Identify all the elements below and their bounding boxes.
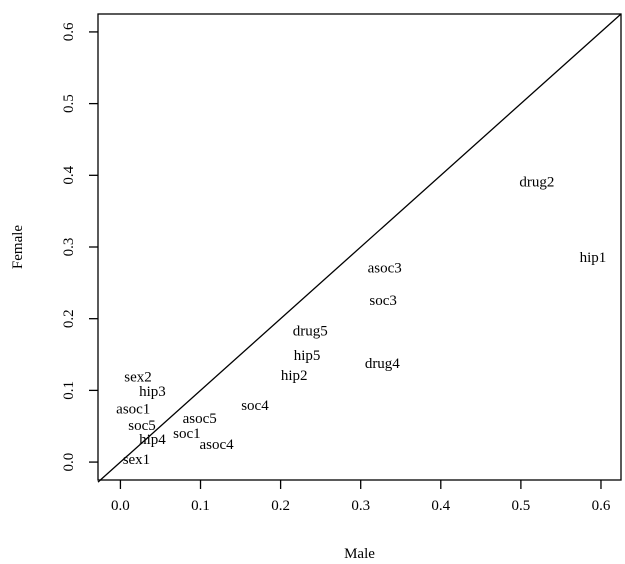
x-axis: 0.0 0.1 0.2 0.3 0.4 0.5 0.6 xyxy=(111,480,611,514)
point-label-drug4: drug4 xyxy=(365,356,400,372)
point-label-asoc4: asoc4 xyxy=(199,437,234,453)
y-tick-label: 0.4 xyxy=(61,165,77,184)
y-axis-title: Female xyxy=(10,225,26,269)
point-label-drug2: drug2 xyxy=(519,174,554,190)
point-label-soc1: soc1 xyxy=(173,426,201,442)
point-label-soc3: soc3 xyxy=(369,293,397,309)
y-axis: 0.0 0.1 0.2 0.3 0.4 0.5 0.6 xyxy=(61,22,98,471)
point-label-sex1: sex1 xyxy=(123,452,151,468)
point-label-asoc5: asoc5 xyxy=(183,411,217,427)
y-tick-label: 0.2 xyxy=(61,309,77,328)
point-label-hip1: hip1 xyxy=(580,250,607,266)
y-tick-label: 0.0 xyxy=(61,453,77,472)
point-label-hip2: hip2 xyxy=(281,368,308,384)
x-tick-label: 0.6 xyxy=(592,498,611,514)
x-tick-label: 0.1 xyxy=(191,498,210,514)
point-label-drug5: drug5 xyxy=(293,324,328,340)
point-label-hip5: hip5 xyxy=(294,348,321,364)
y-tick-label: 0.6 xyxy=(61,22,77,41)
x-tick-label: 0.2 xyxy=(271,498,290,514)
x-axis-title: Male xyxy=(344,546,375,562)
x-tick-label: 0.5 xyxy=(512,498,531,514)
y-tick-label: 0.5 xyxy=(61,94,77,113)
point-label-sex2: sex2 xyxy=(124,369,152,385)
x-tick-label: 0.0 xyxy=(111,498,130,514)
point-label-hip3: hip3 xyxy=(139,384,166,400)
point-labels: drug2 hip1 asoc3 soc3 drug5 hip5 drug4 hip2 soc4… xyxy=(116,174,606,467)
point-label-hip4: hip4 xyxy=(139,432,166,448)
point-label-asoc1: asoc1 xyxy=(116,402,150,418)
y-tick-label: 0.3 xyxy=(61,238,77,257)
y-tick-label: 0.1 xyxy=(61,381,77,400)
point-label-soc5: soc5 xyxy=(128,418,156,434)
point-label-asoc3: asoc3 xyxy=(368,261,402,277)
x-tick-label: 0.4 xyxy=(431,498,450,514)
identity-line xyxy=(97,13,622,483)
point-label-soc4: soc4 xyxy=(241,398,269,414)
x-tick-label: 0.3 xyxy=(351,498,370,514)
